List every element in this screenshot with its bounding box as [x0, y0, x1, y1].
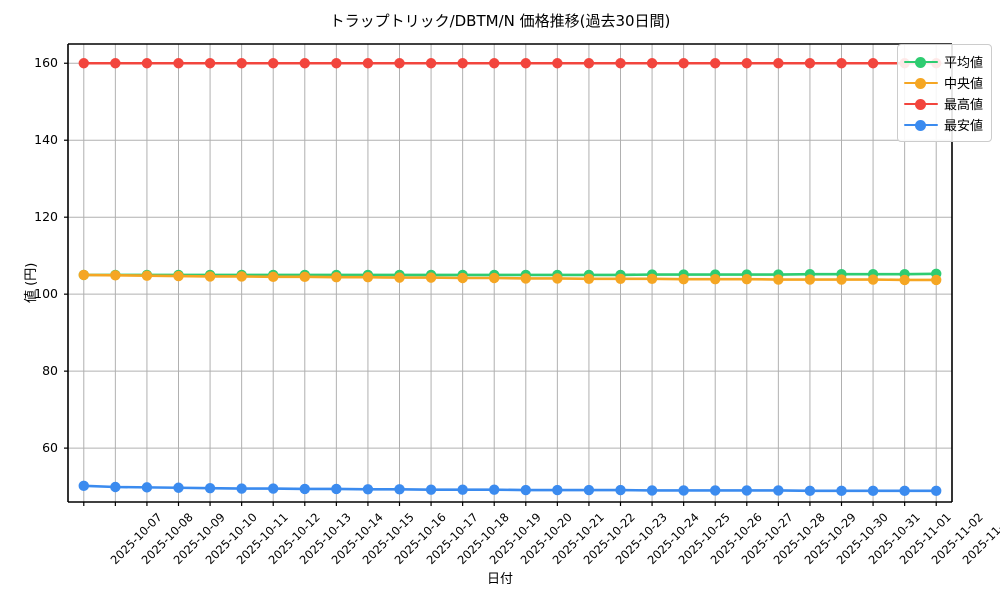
legend-item-2[interactable]: 中央値 — [903, 72, 983, 93]
legend-marker-icon — [903, 118, 938, 132]
legend-marker-icon — [903, 55, 938, 69]
legend-item-4[interactable]: 最安値 — [903, 114, 983, 135]
y-axis-label: 値 (円) — [24, 262, 39, 303]
legend-label: 最安値 — [943, 119, 983, 134]
series-4 — [78, 480, 942, 497]
y-tick-label: 140 — [34, 132, 58, 148]
series-2 — [78, 269, 942, 286]
series-3 — [78, 58, 942, 69]
series-lines — [78, 58, 942, 497]
chart-title: トラップトリック/DBTM/N 価格推移(過去30日間) — [329, 12, 671, 30]
x-axis-label: 日付 — [486, 572, 513, 587]
y-tick-label: 100 — [34, 286, 58, 302]
chart-legend: 平均値中央値最高値最安値 — [896, 44, 992, 142]
legend-label: 中央値 — [943, 77, 983, 92]
y-tick-label: 160 — [34, 55, 58, 71]
legend-item-3[interactable]: 最高値 — [903, 93, 983, 114]
legend-label: 最高値 — [943, 98, 983, 113]
y-tick-label: 80 — [42, 363, 58, 379]
legend-marker-icon — [903, 76, 938, 90]
legend-label: 平均値 — [943, 56, 983, 71]
y-tick-label: 60 — [42, 440, 58, 456]
legend-item-1[interactable]: 平均値 — [903, 51, 983, 72]
y-tick-label: 120 — [34, 209, 58, 225]
legend-marker-icon — [903, 97, 938, 111]
